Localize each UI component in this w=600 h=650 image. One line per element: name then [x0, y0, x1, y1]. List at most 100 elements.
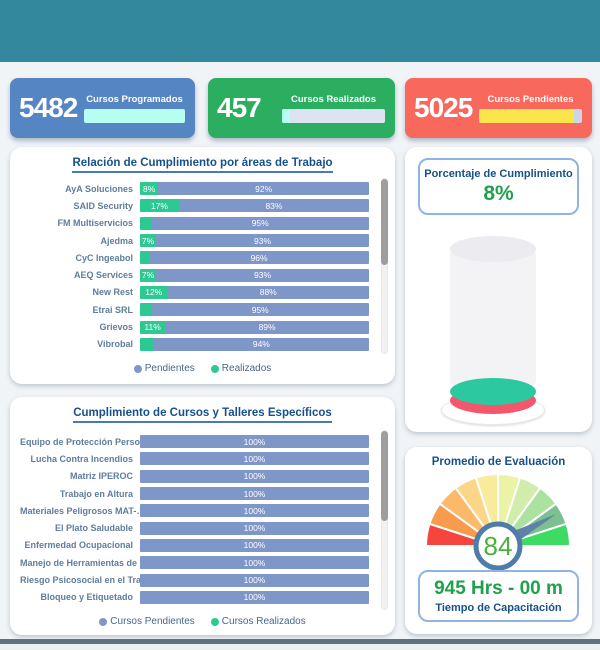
bar-segment-pendientes[interactable]: 83% — [178, 199, 369, 213]
chart-row: AEQ Services 7% 93% — [20, 266, 369, 283]
bar-chart-cursos: Equipo de Protección Perso… 100% Lucha Con… — [20, 433, 369, 606]
gauge-title: Promedio de Evaluación — [431, 456, 566, 468]
category-label: AyA Soluciones — [65, 183, 133, 194]
porcentaje-value: 8% — [483, 182, 514, 205]
kpi-label-pendientes: Cursos Pendientes — [487, 93, 574, 105]
gauge-center-circle — [473, 521, 523, 571]
bar-segment-pendientes[interactable]: 95% — [151, 303, 369, 317]
bar-segment-realizados[interactable]: 7% — [140, 234, 157, 248]
chart-row: Equipo de Protección Perso… 100% — [20, 433, 369, 450]
bar-segment-cursos-pendientes[interactable]: 100% — [140, 487, 369, 501]
bar-track: 100% — [140, 590, 369, 604]
card-porcentaje-cumplimiento: Porcentaje de Cumplimiento 8% — [405, 147, 592, 432]
kpi-card-cursos-programados: 5482 Cursos Programados — [10, 78, 195, 138]
scrollbar-thumb[interactable] — [381, 431, 388, 521]
cylinder-top-ellipse — [450, 236, 536, 262]
legend-item[interactable]: Realizados — [210, 363, 271, 374]
scrollbar-track[interactable] — [381, 430, 388, 610]
category-label: Matriz IPEROC — [69, 471, 133, 482]
bar-segment-cursos-pendientes[interactable]: 100% — [140, 469, 369, 483]
chart-row: Vibrobal 94% — [20, 336, 369, 353]
bar-segment-realizados[interactable]: 7% — [140, 268, 157, 282]
category-label: SAID Security — [73, 200, 133, 211]
bar-segment-realizados[interactable]: 17% — [140, 199, 179, 213]
bar-segment-pendientes[interactable]: 89% — [165, 320, 369, 334]
tiempo-box: 945 Hrs - 00 m Tiempo de Capacitación — [418, 570, 579, 622]
kpi-progress-fill — [282, 108, 291, 123]
chart-row: Grievos 11% 89% — [20, 318, 369, 335]
scrollbar-thumb[interactable] — [381, 179, 388, 265]
category-label: Riesgo Psicosocial en el Tra… — [20, 575, 140, 586]
porcentaje-title: Porcentaje de Cumplimiento — [424, 168, 573, 180]
chart-row: FM Multiservicios 95% — [20, 215, 369, 232]
tiempo-label: Tiempo de Capacitación — [435, 602, 562, 614]
bar-track: 100% — [140, 538, 369, 552]
bar-segment-pendientes[interactable]: 88% — [167, 285, 369, 299]
bar-track: 100% — [140, 452, 369, 466]
bar-segment-cursos-pendientes[interactable]: 100% — [140, 435, 369, 449]
chart-row: Matriz IPEROC 100% — [20, 468, 369, 485]
chart-row: Trabajo en Altura 100% — [20, 485, 369, 502]
bar-segment-cursos-pendientes[interactable]: 100% — [140, 521, 369, 535]
chart-row: SAID Security 17% 83% — [20, 197, 369, 214]
bar-track: 100% — [140, 521, 369, 535]
scrollbar-track[interactable] — [381, 178, 388, 354]
bar-segment-pendientes[interactable]: 94% — [153, 337, 369, 351]
bar-segment-cursos-pendientes[interactable]: 100% — [140, 504, 369, 518]
bar-segment-realizados[interactable] — [140, 303, 152, 317]
category-label: CyC Ingeabol — [75, 252, 133, 263]
bar-track: 100% — [140, 573, 369, 587]
bar-segment-cursos-pendientes[interactable]: 100% — [140, 538, 369, 552]
bar-segment-cursos-pendientes[interactable]: 100% — [140, 573, 369, 587]
category-label: New Rest — [92, 287, 133, 298]
bar-segment-cursos-pendientes[interactable]: 100% — [140, 452, 369, 466]
bar-segment-realizados[interactable]: 12% — [140, 285, 168, 299]
chart-row: New Rest 12% 88% — [20, 284, 369, 301]
legend-item[interactable]: Cursos Realizados — [210, 616, 306, 627]
category-label: Etrai SRL — [92, 304, 133, 315]
bar-segment-realizados[interactable] — [140, 337, 154, 351]
bar-track: 11% 89% — [140, 320, 369, 334]
tiempo-value: 945 Hrs - 00 m — [434, 578, 563, 599]
category-label: Manejo de Herramientas de … — [20, 557, 140, 568]
chart-card-areas-trabajo: Relación de Cumplimiento por áreas de Tr… — [10, 147, 395, 384]
legend-item[interactable]: Pendientes — [133, 363, 195, 374]
bar-segment-pendientes[interactable]: 95% — [151, 216, 369, 230]
kpi-right-realizados: Cursos Realizados — [280, 94, 395, 123]
chart-row: Ajedma 7% 93% — [20, 232, 369, 249]
bar-segment-realizados[interactable]: 8% — [140, 182, 159, 196]
chart-row: Materiales Peligrosos MAT-… 100% — [20, 502, 369, 519]
category-label: Ajedma — [100, 235, 133, 246]
bar-track: 8% 92% — [140, 182, 369, 196]
kpi-label-realizados: Cursos Realizados — [291, 93, 376, 105]
category-label: Trabajo en Altura — [59, 488, 133, 499]
bar-segment-realizados[interactable] — [140, 216, 152, 230]
bar-segment-realizados[interactable] — [140, 251, 150, 265]
category-label: Bloqueo y Etiquetado — [40, 592, 133, 603]
legend-item[interactable]: Cursos Pendientes — [99, 616, 195, 627]
chart-row: Manejo de Herramientas de … 100% — [20, 554, 369, 571]
chart-title: Cumplimiento de Cursos y Talleres Especí… — [10, 397, 395, 423]
bar-track: 95% — [140, 216, 369, 230]
bar-track: 100% — [140, 556, 369, 570]
kpi-progressbar-pendientes — [479, 108, 582, 123]
category-label: Lucha Contra Incendios — [30, 453, 133, 464]
card-promedio-evaluacion: Promedio de Evaluación 84 945 Hrs - 00 m… — [405, 447, 592, 634]
kpi-value-programados: 5482 — [19, 92, 78, 123]
bar-segment-realizados[interactable]: 11% — [140, 320, 166, 334]
chart-row: Enfermedad Ocupacional 100% — [20, 537, 369, 554]
category-label: Grievos — [99, 322, 133, 333]
bar-segment-pendientes[interactable]: 96% — [149, 251, 369, 265]
bar-segment-cursos-pendientes[interactable]: 100% — [140, 556, 369, 570]
category-label: Enfermedad Ocupacional — [24, 540, 133, 551]
bar-track: 100% — [140, 487, 369, 501]
bar-segment-pendientes[interactable]: 93% — [156, 268, 369, 282]
bar-segment-cursos-pendientes[interactable]: 100% — [140, 590, 369, 604]
bar-track: 7% 93% — [140, 234, 369, 248]
bar-segment-pendientes[interactable]: 92% — [158, 182, 369, 196]
chart-card-cursos-especificos: Cumplimiento de Cursos y Talleres Especí… — [10, 397, 395, 635]
legend-dot-icon — [99, 617, 108, 626]
chart-legend: Pendientes Realizados — [10, 363, 395, 374]
chart-row: Etrai SRL 95% — [20, 301, 369, 318]
bar-segment-pendientes[interactable]: 93% — [156, 234, 369, 248]
